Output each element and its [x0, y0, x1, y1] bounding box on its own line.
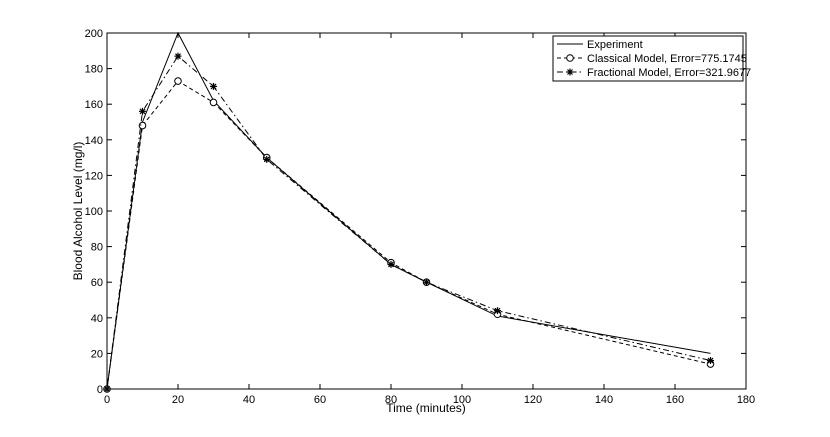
y-axis-ticks: 0 20 40 60 80 100 120 140 160 180 200	[85, 28, 746, 396]
x-tick-label: 80	[385, 394, 397, 406]
y-tick-label: 40	[91, 313, 103, 325]
star-marker	[139, 107, 146, 115]
x-tick-label: 40	[243, 394, 255, 406]
legend-entry: Classical Model, Error=775.1745	[557, 53, 747, 65]
y-tick-label: 80	[91, 242, 103, 254]
star-marker	[707, 357, 714, 365]
circle-marker	[566, 54, 574, 62]
x-tick-label: 60	[314, 394, 326, 406]
star-marker	[210, 82, 217, 90]
y-tick-label: 160	[85, 99, 103, 111]
y-tick-label: 140	[85, 135, 103, 147]
x-tick-label: 0	[104, 394, 110, 406]
y-tick-label: 200	[85, 28, 103, 40]
legend: Experiment Classical Model, Error=775.174…	[552, 35, 751, 82]
y-tick-label: 100	[85, 206, 103, 218]
y-tick-label: 0	[97, 384, 103, 396]
x-tick-label: 100	[453, 394, 471, 406]
star-marker	[387, 260, 395, 268]
legend-box	[552, 35, 744, 82]
series-line	[106, 80, 711, 390]
legend-items: Experiment Classical Model, Error=775.174…	[557, 39, 751, 79]
star-marker	[494, 307, 501, 315]
x-tick-label: 140	[595, 394, 613, 406]
circle-marker	[138, 121, 147, 130]
legend-label: Experiment	[587, 39, 643, 51]
series-layer	[103, 31, 715, 393]
legend-entry: Fractional Model, Error=321.9677	[557, 67, 751, 79]
legend-label: Fractional Model, Error=321.9677	[587, 67, 751, 79]
star-marker	[423, 278, 430, 286]
star-marker	[566, 68, 574, 76]
y-tick-label: 180	[85, 64, 103, 76]
circle-marker	[209, 98, 218, 107]
x-tick-label: 160	[666, 394, 684, 406]
series-3	[103, 52, 714, 393]
circle-marker	[174, 77, 182, 85]
star-marker	[103, 385, 111, 393]
y-tick-label: 60	[91, 277, 103, 289]
legend-label: Classical Model, Error=775.1745	[587, 53, 747, 65]
x-axis-ticks: 0 20 40 60 80 100 120 140 160 180	[104, 33, 755, 406]
x-tick-label: 120	[524, 394, 542, 406]
y-tick-label: 120	[85, 170, 103, 182]
y-axis-label: Blood Alcohol Level (mg/l)	[71, 142, 85, 281]
star-marker	[174, 52, 182, 60]
plot-area	[106, 32, 747, 390]
x-tick-label: 20	[172, 394, 184, 406]
legend-entry: Experiment	[557, 39, 643, 51]
x-axis-label: Time (minutes)	[386, 401, 466, 415]
x-tick-label: 180	[737, 394, 755, 406]
star-marker	[263, 155, 271, 163]
y-tick-label: 20	[91, 348, 103, 360]
